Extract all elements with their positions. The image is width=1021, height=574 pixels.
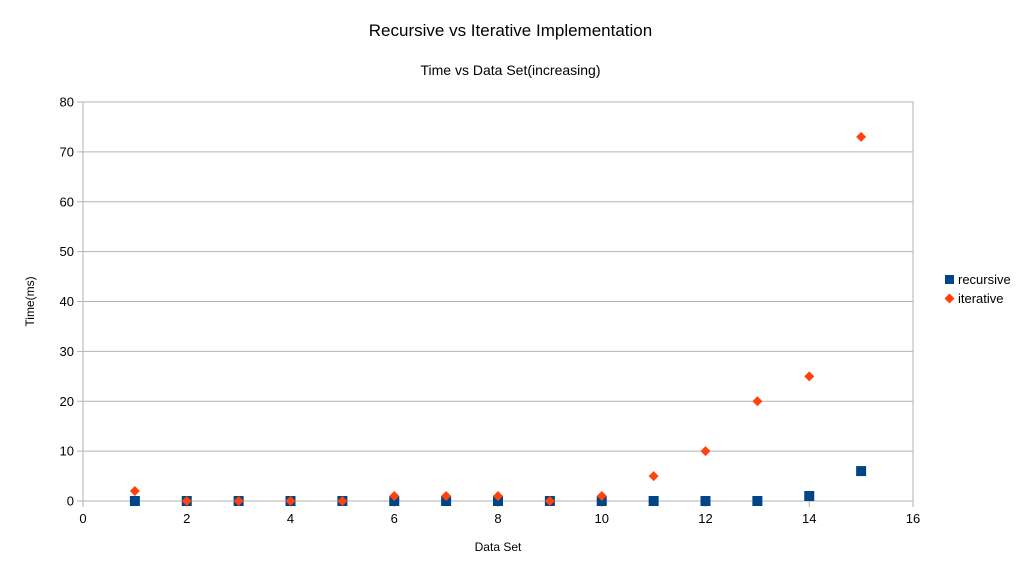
point-iterative xyxy=(285,496,296,506)
grid-lines xyxy=(83,101,913,502)
y-tick-label: 20 xyxy=(60,394,74,409)
y-axis-label: Time(ms) xyxy=(23,276,37,326)
point-iterative xyxy=(544,496,555,506)
point-iterative xyxy=(337,496,348,506)
point-iterative xyxy=(856,131,867,142)
legend-square-icon xyxy=(945,275,954,284)
chart-subtitle: Time vs Data Set(increasing) xyxy=(420,62,601,78)
legend-label-recursive: recursive xyxy=(958,272,1011,287)
x-axis-label: Data Set xyxy=(475,540,522,554)
point-recursive xyxy=(648,496,659,506)
point-iterative xyxy=(441,491,452,502)
x-tick-label: 8 xyxy=(494,511,501,526)
point-recursive xyxy=(752,496,763,506)
legend-item-recursive: recursive xyxy=(944,270,1011,289)
x-tick-label: 16 xyxy=(906,511,920,526)
point-iterative xyxy=(493,491,503,502)
point-iterative xyxy=(129,486,140,497)
legend-label-iterative: iterative xyxy=(958,291,1004,306)
point-iterative xyxy=(389,491,400,502)
point-iterative xyxy=(700,446,711,457)
point-iterative xyxy=(596,491,607,502)
chart-title: Recursive vs Iterative Implementation xyxy=(368,21,653,40)
point-iterative xyxy=(233,496,244,506)
x-tick-label: 4 xyxy=(287,511,294,526)
legend-diamond-icon xyxy=(944,293,955,304)
y-axis-ticks: 0 10 20 30 40 50 60 70 80 xyxy=(60,95,83,509)
data-marks xyxy=(129,131,867,506)
x-tick-label: 0 xyxy=(79,511,86,526)
point-recursive xyxy=(700,496,711,506)
x-tick-label: 12 xyxy=(698,511,712,526)
y-tick-label: 60 xyxy=(60,194,74,209)
x-axis-ticks: 0 2 4 6 8 10 12 14 16 xyxy=(79,501,920,526)
x-tick-label: 2 xyxy=(183,511,190,526)
legend: recursive iterative xyxy=(944,270,1011,308)
y-tick-label: 50 xyxy=(60,244,74,259)
point-iterative xyxy=(804,371,815,382)
point-iterative xyxy=(752,396,763,407)
y-tick-label: 80 xyxy=(60,95,74,110)
legend-item-iterative: iterative xyxy=(944,289,1011,308)
y-tick-label: 10 xyxy=(60,444,74,459)
x-tick-label: 14 xyxy=(802,511,816,526)
x-tick-label: 6 xyxy=(391,511,398,526)
point-recursive xyxy=(129,496,140,506)
y-tick-label: 0 xyxy=(67,494,74,509)
point-iterative xyxy=(648,471,659,482)
x-tick-label: 10 xyxy=(595,511,609,526)
point-iterative xyxy=(181,496,192,506)
y-tick-label: 70 xyxy=(60,144,74,159)
y-tick-label: 30 xyxy=(60,344,74,359)
point-recursive xyxy=(856,466,867,477)
point-recursive xyxy=(804,491,815,502)
y-tick-label: 40 xyxy=(60,294,74,309)
